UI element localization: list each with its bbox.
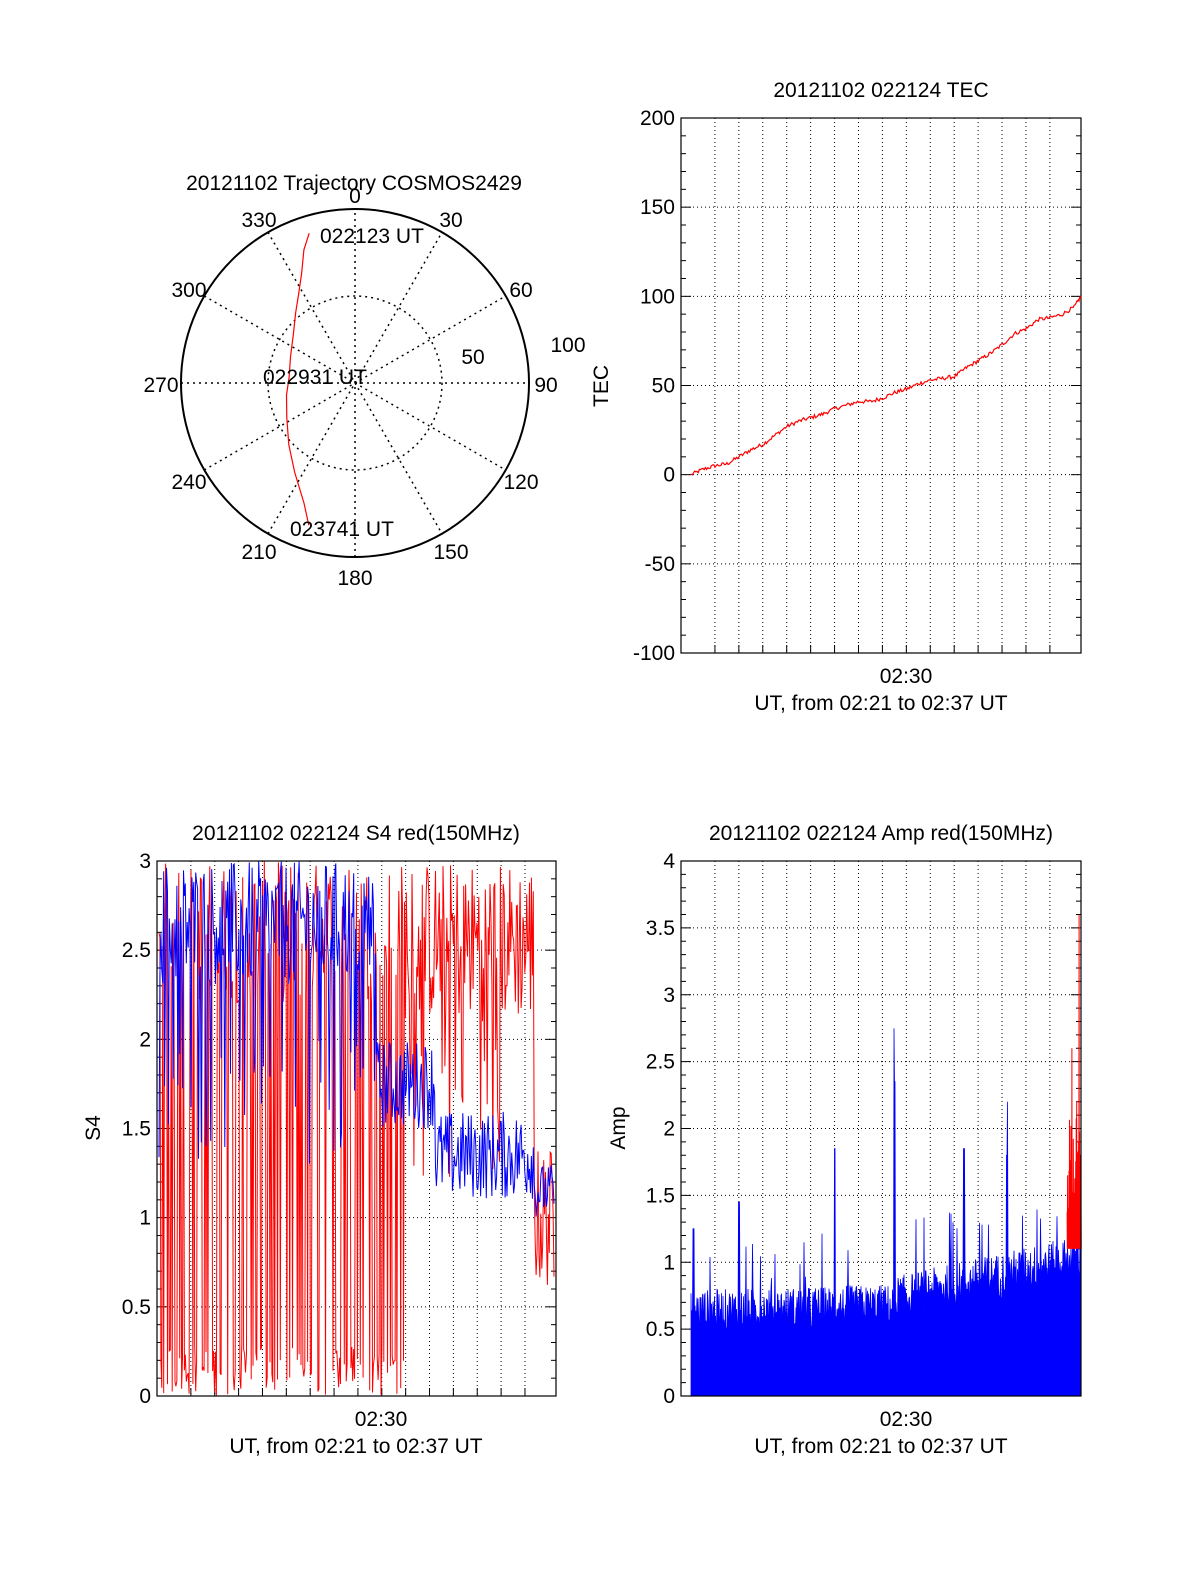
polar-angle-labels: 0 30 60 90 120 150 180 210 240 270 300 330 [143,185,557,590]
y-tick-label: 1 [139,1207,151,1230]
y-tick-label: 1.5 [646,1184,675,1207]
polar-spoke [267,231,443,535]
tec-xlabel: UT, from 02:21 to 02:37 UT [754,692,1007,715]
y-tick-label: 0 [663,464,675,487]
polar-annotation-end: 023741 UT [290,518,394,541]
s4-blue-line [158,861,555,1217]
y-tick-label: 0 [663,1385,675,1408]
y-tick-label: -50 [645,553,675,576]
polar-angle-label: 90 [534,374,557,397]
amp-frame [680,860,1082,1397]
polar-trajectory-line [285,233,310,526]
tec-ylabel: TEC [590,365,613,407]
polar-title: 20121102 Trajectory COSMOS2429 [186,172,522,195]
tec-panel: 20121102 022124 TEC -100-50050100150200 … [590,79,1082,715]
s4-red-series [158,861,555,1396]
polar-angle-label: 60 [509,279,532,302]
amp-blue-series [690,1028,1082,1397]
s4-title: 20121102 022124 S4 red(150MHz) [192,822,520,845]
y-tick-label: 150 [640,196,675,219]
amp-title: 20121102 022124 Amp red(150MHz) [709,822,1053,845]
y-tick-label: 1 [663,1251,675,1274]
polar-angle-label: 240 [171,471,206,494]
y-tick-label: 100 [640,285,675,308]
y-tick-label: 1.5 [122,1118,151,1141]
s4-y-tick-labels: 0 0.5 1 1.5 2 2.5 3 [122,850,151,1408]
y-tick-label: 3 [139,850,151,873]
amp-blue-fill [690,1028,1082,1397]
polar-radial-label-50: 50 [461,346,484,369]
polar-angle-label: 300 [171,279,206,302]
s4-grid [157,860,556,1397]
y-tick-label: 50 [652,375,675,398]
y-tick-label: 0.5 [646,1318,675,1341]
tec-x-tick-label: 02:30 [880,665,933,688]
y-tick-label: 3.5 [646,917,675,940]
y-tick-label: 4 [663,850,675,873]
polar-panel: 20121102 Trajectory COSMOS2429 0 30 60 90 12… [143,172,585,590]
y-tick-label: 0 [139,1385,151,1408]
amp-x-tick-label: 02:30 [880,1408,933,1431]
polar-angle-label: 180 [337,567,372,590]
amp-xlabel: UT, from 02:21 to 02:37 UT [754,1435,1007,1458]
s4-xlabel: UT, from 02:21 to 02:37 UT [229,1435,482,1458]
polar-angle-label: 270 [143,374,178,397]
polar-annotation-mid: 022931 UT [263,366,367,389]
s4-x-tick-label: 02:30 [355,1408,408,1431]
polar-angle-label: 0 [349,185,361,208]
polar-angle-label: 30 [439,209,462,232]
polar-annotation-start: 022123 UT [320,225,424,248]
y-tick-label: 3 [663,984,675,1007]
y-tick-label: 0.5 [122,1296,151,1319]
y-tick-label: 200 [640,107,675,130]
s4-ylabel: S4 [82,1115,105,1141]
polar-angle-label: 210 [241,541,276,564]
s4-panel: 20121102 022124 S4 red(150MHz) 0 0.5 1 1.5 2… [82,822,557,1458]
amp-panel: 20121102 022124 Amp red(150MHz) 0 0.5 1 1.5… [607,822,1082,1458]
y-tick-label: 2 [663,1118,675,1141]
tec-title: 20121102 022124 TEC [773,79,988,102]
amp-y-tick-labels: 0 0.5 1 1.5 2 2.5 3 3.5 4 [646,850,676,1408]
tec-y-tick-labels: -100 -50 0 50 100 150 200 [633,107,675,665]
s4-frame [156,860,557,1397]
s4-red-line [158,861,555,1396]
amp-red-line [1066,914,1082,1249]
tec-frame [680,117,1082,654]
polar-grid [180,208,530,558]
polar-radial-label-100: 100 [550,334,585,357]
y-tick-label: 2.5 [122,939,151,962]
polar-angle-label: 150 [433,541,468,564]
y-tick-label: 2 [139,1028,151,1051]
amp-red-series [1066,914,1082,1249]
tec-grid [681,117,1081,654]
polar-inner-circle [267,295,443,471]
y-tick-label: -100 [633,642,675,665]
y-tick-label: 2.5 [646,1051,675,1074]
polar-angle-label: 330 [241,209,276,232]
tec-series-line [690,295,1082,476]
polar-angle-label: 120 [503,471,538,494]
s4-blue-series [158,861,555,1217]
amp-ylabel: Amp [607,1106,630,1149]
